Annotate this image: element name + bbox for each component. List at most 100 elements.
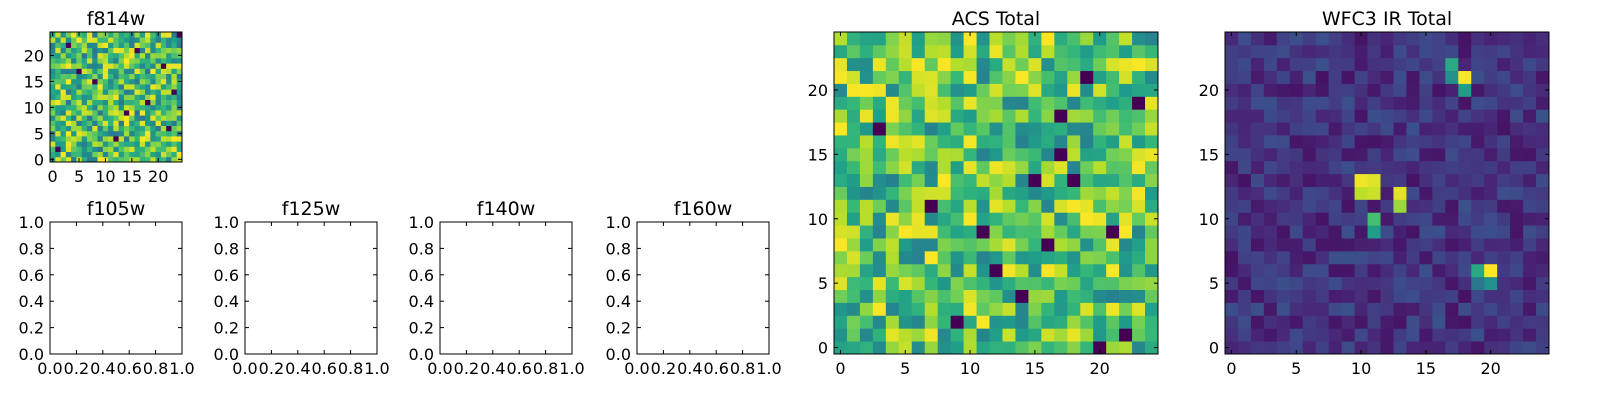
heatmap-cell: [1225, 250, 1239, 265]
heatmap-cell: [1093, 57, 1107, 72]
heatmap-cell: [129, 125, 135, 132]
heatmap-cell: [1510, 315, 1524, 329]
heatmap-cell: [885, 263, 900, 278]
chart-title: ACS Total: [952, 8, 1040, 30]
heatmap-cell: [1028, 160, 1042, 175]
heatmap-cell: [1315, 147, 1330, 162]
heatmap-cell: [1250, 96, 1265, 110]
heatmap-cell: [55, 52, 61, 59]
heatmap-cell: [102, 68, 109, 74]
heatmap-cell: [1054, 96, 1068, 110]
heatmap-cell: [989, 109, 1003, 123]
heatmap-cell: [1263, 109, 1278, 123]
heatmap-cell: [1367, 276, 1381, 290]
heatmap-cell: [129, 115, 135, 121]
heatmap-cell: [123, 42, 130, 48]
heatmap-cell: [1445, 122, 1459, 136]
heatmap-cell: [129, 136, 135, 142]
heatmap-cell: [71, 58, 77, 64]
heatmap-cell: [55, 68, 61, 74]
heatmap-cell: [1015, 109, 1029, 123]
heatmap-cell: [872, 32, 887, 46]
heatmap-cell: [1419, 57, 1433, 72]
x-tick-label: 0.6: [311, 359, 336, 378]
heatmap-cell: [1028, 238, 1042, 252]
x-tick-label: 0: [835, 359, 845, 378]
x-tick-label: 0.2: [454, 359, 479, 378]
heatmap-cell: [859, 225, 874, 239]
heatmap-cell: [950, 32, 964, 46]
heatmap-cell: [1445, 212, 1459, 226]
heatmap-cell: [150, 42, 156, 48]
heatmap-cell: [86, 73, 93, 80]
heatmap-cell: [1093, 315, 1107, 329]
heatmap-cell: [1367, 160, 1381, 175]
heatmap-cell: [113, 125, 120, 132]
heatmap-cell: [911, 199, 926, 213]
heatmap-cell: [1497, 315, 1511, 329]
heatmap-cell: [872, 57, 887, 72]
y-tick-label: 0.2: [214, 319, 239, 338]
heatmap-cell: [1393, 96, 1407, 110]
heatmap-cell: [1054, 212, 1068, 226]
heatmap-cell: [885, 109, 900, 123]
heatmap-cell: [1145, 212, 1159, 226]
heatmap-cell: [872, 315, 887, 329]
heatmap-cell: [81, 104, 88, 111]
heatmap-cell: [76, 130, 83, 137]
heatmap-cell: [898, 225, 913, 239]
heatmap-cell: [1119, 199, 1133, 213]
heatmap-cell: [1471, 289, 1485, 303]
heatmap-cell: [123, 104, 130, 111]
heatmap-cell: [86, 141, 93, 147]
heatmap-cell: [1002, 70, 1016, 84]
heatmap-cell: [166, 42, 172, 48]
heatmap-cell: [1354, 109, 1368, 123]
heatmap-cell: [872, 199, 887, 213]
heatmap-cell: [155, 89, 162, 95]
heatmap-cell: [1263, 289, 1278, 303]
heatmap-cell: [129, 47, 135, 54]
heatmap-cell: [1380, 315, 1394, 329]
heatmap-cell: [92, 136, 98, 142]
heatmap-cell: [989, 289, 1003, 303]
heatmap-cell: [1393, 70, 1407, 84]
heatmap-cell: [71, 156, 77, 163]
heatmap-cell: [97, 73, 104, 80]
heatmap-cell: [1510, 212, 1524, 226]
heatmap-cell: [1067, 276, 1081, 290]
heatmap-cell: [1536, 135, 1550, 149]
heatmap-cell: [1315, 173, 1330, 187]
heatmap-cell: [1263, 70, 1278, 84]
heatmap-cell: [1393, 109, 1407, 123]
heatmap-cell: [129, 99, 135, 106]
heatmap-cell: [1341, 122, 1355, 136]
heatmap-cell: [1328, 276, 1343, 290]
heatmap-cell: [76, 84, 83, 90]
heatmap-cell: [1536, 315, 1550, 329]
heatmap-cell: [872, 83, 887, 97]
y-tick-label: 0.8: [214, 239, 239, 258]
x-tick-label: 15: [1025, 359, 1045, 378]
heatmap-cell: [989, 225, 1003, 239]
heatmap-cell: [937, 135, 952, 149]
heatmap-cell: [1237, 83, 1252, 97]
heatmap-cell: [885, 315, 900, 329]
heatmap-cell: [937, 238, 952, 252]
heatmap-cell: [1250, 160, 1265, 175]
heatmap-cell: [976, 238, 990, 252]
heatmap-cell: [1380, 96, 1394, 110]
heatmap-cell: [71, 110, 77, 116]
heatmap-cell: [1289, 96, 1304, 110]
heatmap-cell: [1315, 302, 1330, 316]
heatmap-cell: [1328, 122, 1343, 136]
heatmap-cell: [1523, 199, 1537, 213]
heatmap-cell: [1028, 276, 1042, 290]
heatmap-cell: [1497, 44, 1511, 59]
heatmap-cell: [885, 70, 900, 84]
heatmap-cell: [76, 73, 83, 80]
heatmap-cell: [155, 141, 162, 147]
heatmap-cell: [118, 63, 125, 69]
heatmap-cell: [71, 84, 77, 90]
heatmap-cell: [113, 130, 120, 137]
